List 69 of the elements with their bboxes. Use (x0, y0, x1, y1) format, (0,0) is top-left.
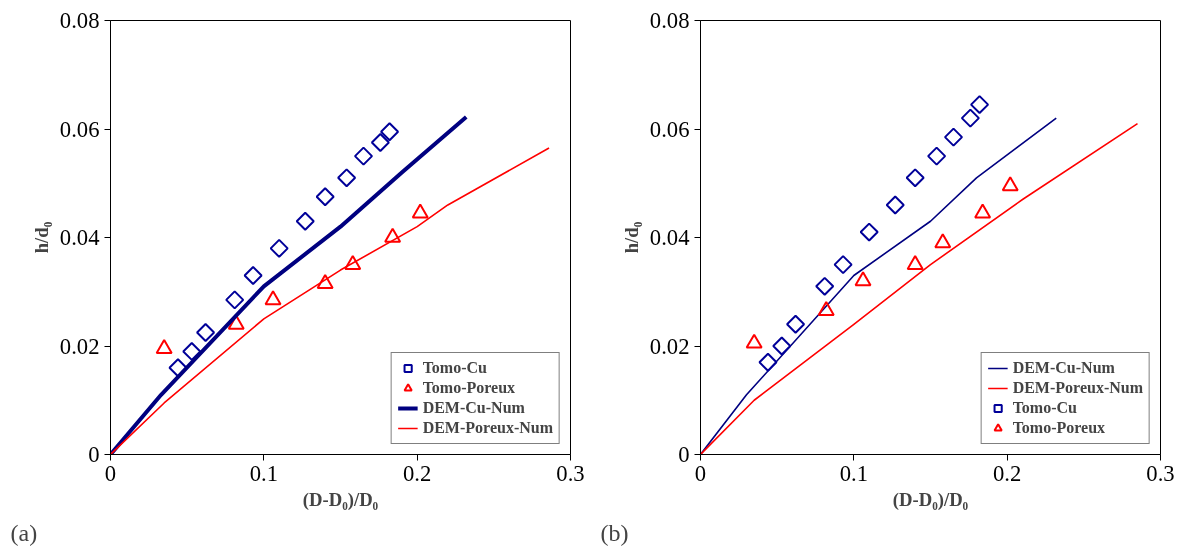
y-axis-title: h/d₀ (30, 221, 52, 254)
x-axis-title: (D-D₀)/D₀ (302, 488, 379, 511)
point (295, 211, 315, 231)
y-tick-label: 0.04 (649, 225, 690, 250)
point (316, 273, 334, 289)
legend-label: Tomo-Cu (422, 359, 487, 377)
legend-label: Tomo-Poreux (1012, 419, 1106, 437)
point (944, 127, 963, 147)
point (227, 314, 245, 330)
point (854, 271, 872, 287)
point (182, 341, 202, 361)
legend-label: Tomo-Poreux (422, 379, 516, 397)
point (758, 352, 778, 372)
point (243, 265, 263, 285)
point (196, 322, 216, 342)
point (833, 255, 853, 275)
y-tick-label: 0 (678, 442, 690, 467)
x-tick-label: 0 (104, 460, 117, 486)
legend-label: DEM-Cu-Num (1012, 359, 1115, 377)
point (370, 133, 390, 153)
x-tick-label: 0.1 (839, 460, 868, 486)
x-tick-label: 0.3 (556, 460, 585, 486)
y-axis-title: h/d₀ (620, 221, 642, 254)
point (354, 146, 373, 166)
point (906, 254, 924, 270)
x-tick-label: 0 (694, 460, 707, 486)
legend-label: DEM-Cu-Num (422, 399, 525, 417)
point (815, 276, 835, 296)
point (927, 146, 947, 166)
point (934, 233, 952, 249)
point (859, 222, 879, 242)
point (745, 333, 763, 349)
legend-label: DEM-Poreux-Num (1012, 379, 1143, 397)
y-tick-label: 0.02 (649, 333, 690, 359)
point (817, 301, 835, 317)
point (960, 108, 980, 128)
point (315, 187, 335, 207)
point (155, 339, 173, 355)
point (411, 203, 429, 219)
x-tick-label: 0.2 (403, 460, 432, 486)
point (384, 227, 402, 243)
y-tick-label: 0.08 (59, 8, 100, 33)
y-tick-label: 0.02 (59, 333, 100, 359)
x-tick-label: 0.2 (993, 460, 1022, 486)
y-tick-label: 0.08 (649, 8, 690, 33)
legend-label: DEM-Poreux-Num (422, 419, 553, 437)
text: (a) (10, 519, 38, 546)
legend-label: Tomo-Cu (1012, 399, 1077, 417)
point (885, 195, 905, 215)
point (337, 168, 357, 188)
point (344, 254, 362, 270)
text: (b) (600, 519, 629, 546)
y-tick-label: 0 (88, 442, 100, 467)
point (772, 336, 792, 356)
point (974, 203, 992, 219)
point (264, 290, 282, 306)
x-tick-label: 0.1 (249, 460, 278, 486)
point (225, 290, 245, 310)
point (269, 238, 289, 258)
x-tick-label: 0.3 (1146, 460, 1175, 486)
y-tick-label: 0.06 (59, 116, 100, 142)
point (380, 122, 400, 142)
y-tick-label: 0.04 (59, 225, 100, 250)
point (786, 314, 806, 334)
point (1001, 176, 1019, 192)
point (970, 95, 990, 115)
point (905, 168, 925, 188)
y-tick-label: 0.06 (649, 116, 690, 142)
x-axis-title: (D-D₀)/D₀ (892, 488, 969, 511)
